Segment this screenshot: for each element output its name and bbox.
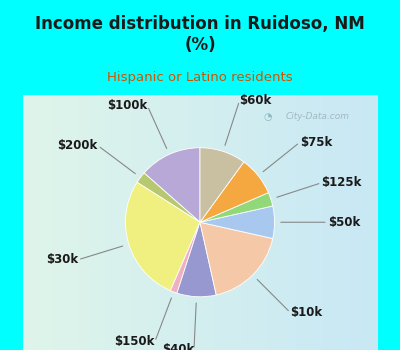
- Wedge shape: [126, 182, 200, 290]
- Text: ◔: ◔: [264, 112, 272, 122]
- Text: $125k: $125k: [322, 176, 362, 189]
- Wedge shape: [200, 148, 244, 222]
- Wedge shape: [177, 222, 216, 297]
- Text: $200k: $200k: [58, 139, 98, 152]
- Text: $75k: $75k: [300, 136, 332, 149]
- Wedge shape: [200, 193, 273, 222]
- Text: $60k: $60k: [240, 94, 272, 107]
- Wedge shape: [170, 222, 200, 293]
- Wedge shape: [137, 173, 200, 222]
- Text: $150k: $150k: [114, 335, 155, 348]
- Wedge shape: [200, 162, 268, 222]
- Text: $40k: $40k: [162, 343, 194, 350]
- Text: Income distribution in Ruidoso, NM
(%): Income distribution in Ruidoso, NM (%): [35, 15, 365, 54]
- Wedge shape: [144, 148, 200, 222]
- Text: $30k: $30k: [46, 253, 78, 266]
- Text: $100k: $100k: [107, 99, 148, 112]
- Wedge shape: [200, 206, 274, 238]
- Text: City-Data.com: City-Data.com: [285, 112, 349, 121]
- Text: $50k: $50k: [328, 216, 360, 229]
- Wedge shape: [200, 222, 273, 295]
- Text: Hispanic or Latino residents: Hispanic or Latino residents: [107, 71, 293, 84]
- Text: $10k: $10k: [290, 306, 322, 319]
